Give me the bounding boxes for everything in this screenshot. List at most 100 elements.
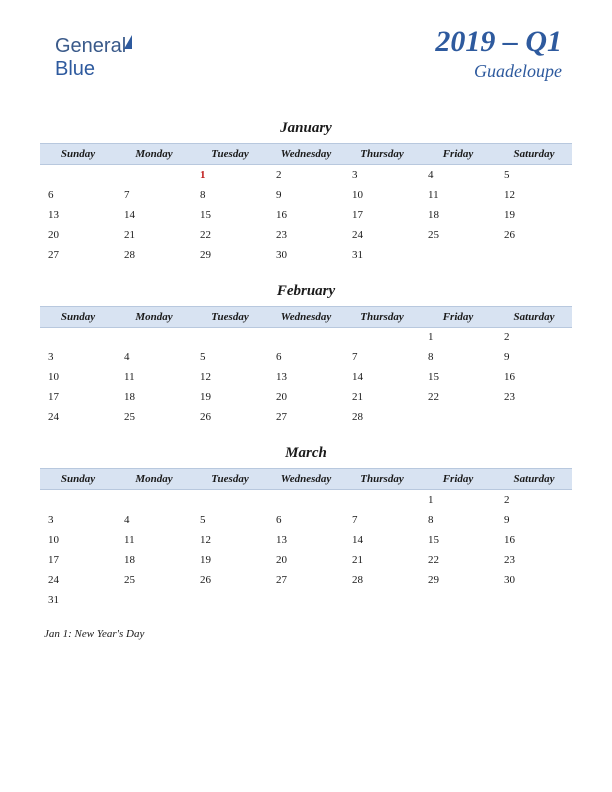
calendar-cell: 13 [268, 367, 344, 387]
month-block: February SundayMondayTuesdayWednesdayThur… [40, 283, 572, 428]
calendar-row: 3456789 [40, 510, 572, 530]
calendar-cell: 14 [344, 367, 420, 387]
calendar-cell: 18 [116, 550, 192, 570]
calendar-table: SundayMondayTuesdayWednesdayThursdayFrid… [40, 143, 572, 265]
month-block: MarchSundayMondayTuesdayWednesdayThursda… [40, 445, 572, 610]
calendar-cell: 25 [420, 225, 496, 245]
calendar-cell: 20 [268, 387, 344, 407]
calendar-cell: 21 [116, 225, 192, 245]
calendar-cell: 11 [116, 367, 192, 387]
calendar-cell: 11 [116, 530, 192, 550]
day-header: Sunday [40, 469, 116, 490]
page-subtitle: Guadeloupe [435, 61, 562, 82]
calendar-cell: 13 [40, 205, 116, 225]
calendar-cell: 12 [192, 367, 268, 387]
calendar-cell: 24 [344, 225, 420, 245]
calendar-cell: 7 [344, 347, 420, 367]
calendar-cell: 26 [496, 225, 572, 245]
calendar-cell [192, 327, 268, 347]
calendar-cell [420, 590, 496, 610]
calendar-cell [268, 327, 344, 347]
calendar-row: 12 [40, 490, 572, 510]
calendar-cell [40, 165, 116, 185]
calendar-cell: 26 [192, 570, 268, 590]
calendar-cell [420, 407, 496, 427]
calendar-cell [420, 245, 496, 265]
calendar-table: SundayMondayTuesdayWednesdayThursdayFrid… [40, 306, 572, 428]
calendar-cell [116, 165, 192, 185]
calendar-cell [344, 327, 420, 347]
calendar-cell: 5 [192, 510, 268, 530]
day-header: Friday [420, 144, 496, 165]
day-header: Wednesday [268, 306, 344, 327]
day-header: Wednesday [268, 469, 344, 490]
calendar-cell: 3 [40, 510, 116, 530]
day-header: Tuesday [192, 469, 268, 490]
calendar-cell: 25 [116, 570, 192, 590]
day-header: Saturday [496, 469, 572, 490]
brand-logo: General Blue [55, 35, 132, 81]
day-header: Friday [420, 469, 496, 490]
calendar-cell: 8 [192, 185, 268, 205]
calendar-cell: 14 [116, 205, 192, 225]
day-header: Wednesday [268, 144, 344, 165]
calendar-cell: 17 [40, 550, 116, 570]
day-header: Tuesday [192, 144, 268, 165]
calendar-row: 12 [40, 327, 572, 347]
calendar-cell: 22 [420, 550, 496, 570]
calendar-row: 10111213141516 [40, 530, 572, 550]
calendar-cell: 28 [344, 570, 420, 590]
calendar-cell [496, 407, 572, 427]
calendar-cell: 9 [496, 347, 572, 367]
calendar-cell: 2 [496, 327, 572, 347]
calendar-cell: 1 [420, 490, 496, 510]
calendar-row: 31 [40, 590, 572, 610]
calendar-cell [40, 490, 116, 510]
calendar-cell: 30 [268, 245, 344, 265]
calendar-cell: 7 [344, 510, 420, 530]
calendar-cell [344, 490, 420, 510]
month-name: February [40, 283, 572, 300]
calendar-row: 6789101112 [40, 185, 572, 205]
calendar-row: 17181920212223 [40, 387, 572, 407]
calendar-cell: 21 [344, 387, 420, 407]
calendar-cell [116, 327, 192, 347]
calendar-cell: 26 [192, 407, 268, 427]
calendar-cell: 4 [116, 347, 192, 367]
calendar-cell: 9 [268, 185, 344, 205]
calendar-cell: 7 [116, 185, 192, 205]
calendar-cell: 15 [192, 205, 268, 225]
calendar-cell [192, 490, 268, 510]
calendar-cell: 19 [192, 387, 268, 407]
month-block: January SundayMondayTuesdayWednesdayThurs… [40, 120, 572, 265]
calendar-row: 17181920212223 [40, 550, 572, 570]
calendar-cell [496, 245, 572, 265]
calendar-cell: 16 [496, 530, 572, 550]
calendar-cell: 4 [420, 165, 496, 185]
header-block: 2019 – Q1 Guadeloupe [435, 25, 562, 82]
calendar-cell: 24 [40, 407, 116, 427]
month-name: March [40, 445, 572, 462]
calendar-cell: 11 [420, 185, 496, 205]
day-header: Monday [116, 469, 192, 490]
calendar-cell: 23 [268, 225, 344, 245]
logo-triangle-icon [124, 35, 132, 49]
day-header: Monday [116, 306, 192, 327]
month-name: January [40, 120, 572, 137]
calendar-cell: 28 [344, 407, 420, 427]
calendar-cell: 12 [192, 530, 268, 550]
calendar-cell: 4 [116, 510, 192, 530]
calendar-cell: 29 [420, 570, 496, 590]
calendar-cell: 9 [496, 510, 572, 530]
calendar-cell: 3 [344, 165, 420, 185]
calendar-cell: 8 [420, 510, 496, 530]
day-header: Thursday [344, 306, 420, 327]
calendar-cell: 27 [40, 245, 116, 265]
calendar-row: 20212223242526 [40, 225, 572, 245]
day-header: Thursday [344, 144, 420, 165]
calendar-cell [344, 590, 420, 610]
calendar-cell: 2 [496, 490, 572, 510]
calendar-cell: 13 [268, 530, 344, 550]
calendar-cell: 27 [268, 570, 344, 590]
calendar-cell: 20 [268, 550, 344, 570]
